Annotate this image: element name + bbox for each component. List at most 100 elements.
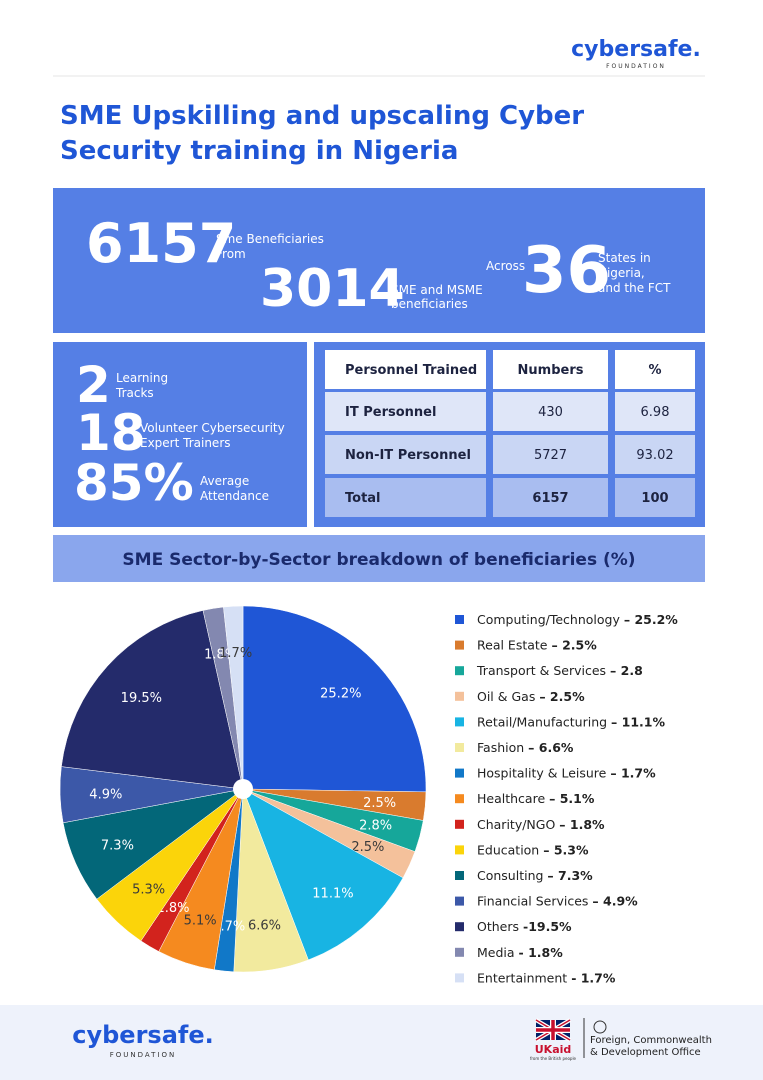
slice-label: 4.9% xyxy=(89,787,122,802)
legend-swatch xyxy=(455,666,464,676)
slice-label: 7.3% xyxy=(101,838,134,853)
legend-entry: Real Estate – 2.5% xyxy=(477,638,597,653)
pie-slice xyxy=(242,605,427,793)
legend-swatch xyxy=(455,871,464,880)
legend-swatch xyxy=(455,947,464,957)
legend-entry: Consulting – 7.3% xyxy=(477,868,593,883)
table-cell-text: 6157 xyxy=(532,491,568,506)
highlight-value: 85% xyxy=(74,454,194,512)
stat-value: 6157 xyxy=(86,212,236,275)
legend-swatch xyxy=(455,691,464,701)
pie-slice xyxy=(61,610,244,790)
legend-swatch xyxy=(455,717,464,727)
table-cell-text: 430 xyxy=(538,405,563,420)
pie-slice xyxy=(223,605,244,790)
fcdo: Foreign, Commonwealth xyxy=(590,1035,712,1046)
legend-entry: Fashion – 6.6% xyxy=(477,740,574,755)
title: SME Upskilling and upscaling Cyber xyxy=(60,101,584,131)
legend-name: Healthcare xyxy=(477,791,545,806)
legend-swatch xyxy=(455,896,464,906)
highlight-value: 18 xyxy=(76,404,146,462)
table-cell xyxy=(325,478,486,517)
highlight-value: 2 xyxy=(76,356,111,414)
highlight-label: Learning xyxy=(116,371,168,385)
legend-value: – 2.5% xyxy=(539,689,585,704)
table-cell xyxy=(493,478,608,517)
legend-value: - 1.8% xyxy=(519,945,564,960)
pie-slice xyxy=(242,788,404,961)
footer-logo-sub: FOUNDATION xyxy=(110,1051,177,1059)
table-cell xyxy=(615,392,695,431)
slice-label: 25.2% xyxy=(320,687,361,702)
table-cell xyxy=(615,350,695,389)
table-header: Numbers xyxy=(518,363,584,378)
highlight-label: Expert Trainers xyxy=(140,436,231,450)
legend-value: - 1.7% xyxy=(571,970,616,985)
logo-sub: FOUNDATION xyxy=(606,63,666,70)
legend-value: – 11.1% xyxy=(611,714,665,729)
stat-value: 3014 xyxy=(260,259,405,319)
table-cell xyxy=(493,435,608,474)
legend-value: – 2.8 xyxy=(610,663,643,678)
legend-value: – 5.1% xyxy=(549,791,595,806)
logo: cybersafe. xyxy=(571,37,701,62)
legend-name: Media xyxy=(477,945,515,960)
table-cell-text: Non-IT Personnel xyxy=(345,448,471,463)
legend-entry: Computing/Technology – 25.2% xyxy=(477,612,678,627)
table-cell-text: 100 xyxy=(641,491,668,506)
legend-value: – 1.8% xyxy=(559,817,605,832)
slice-label: 1.7% xyxy=(219,646,252,661)
legend-value: – 4.9% xyxy=(592,894,638,909)
legend-value: -19.5% xyxy=(523,919,572,934)
highlight-label: Volunteer Cybersecurity xyxy=(140,421,285,435)
stat-label: Sme Beneficiaries xyxy=(216,232,324,246)
legend-entry: Healthcare – 5.1% xyxy=(477,791,595,806)
legend-swatch xyxy=(455,973,464,983)
legend-entry: Media - 1.8% xyxy=(477,945,563,960)
slice-label: 6.6% xyxy=(248,919,281,934)
slice-label: 2.5% xyxy=(351,840,384,855)
legend-name: Education xyxy=(477,842,539,857)
legend-name: Oil & Gas xyxy=(477,689,535,704)
legend-swatch xyxy=(455,640,464,650)
highlight-label: Attendance xyxy=(200,489,269,503)
legend-swatch xyxy=(455,922,464,932)
legend-entry: Oil & Gas – 2.5% xyxy=(477,689,585,704)
legend-name: Real Estate xyxy=(477,638,548,653)
slice-label: 11.1% xyxy=(312,887,353,902)
table-cell xyxy=(615,435,695,474)
table-cell-text: 5727 xyxy=(534,448,567,463)
legend-name: Computing/Technology xyxy=(477,612,620,627)
uk-aid: UKaid xyxy=(535,1043,572,1056)
stat-label: States in xyxy=(598,251,651,265)
legend-entry: Entertainment - 1.7% xyxy=(477,970,616,985)
stat-label: SME and MSME xyxy=(391,283,483,297)
legend-entry: Others -19.5% xyxy=(477,919,572,934)
table-header: % xyxy=(648,363,661,378)
legend-swatch xyxy=(455,743,464,752)
table-cell-text: IT Personnel xyxy=(345,405,436,420)
table: Personnel Trained Numbers % IT Personnel 430… xyxy=(325,350,695,517)
legend-value: – 1.7% xyxy=(610,766,656,781)
stat-value: 36 xyxy=(522,234,611,308)
stat-label: Nigeria, xyxy=(598,266,645,280)
legend-name: Fashion xyxy=(477,740,524,755)
legend-name: Consulting xyxy=(477,868,543,883)
legend-name: Hospitality & Leisure xyxy=(477,766,607,781)
legend-swatch xyxy=(455,794,464,804)
section-band xyxy=(53,535,705,582)
title: Security training in Nigeria xyxy=(60,136,458,166)
pie-hole xyxy=(233,779,253,799)
slice-label: 2.5% xyxy=(363,796,396,811)
legend-entry: Retail/Manufacturing – 11.1% xyxy=(477,714,665,729)
legend-swatch xyxy=(455,615,464,624)
legend-entry: Hospitality & Leisure – 1.7% xyxy=(477,766,656,781)
stat-label: From xyxy=(216,247,246,261)
legend-entry: Financial Services – 4.9% xyxy=(477,894,638,909)
legend-name: Others xyxy=(477,919,519,934)
slice-label: 5.3% xyxy=(132,883,165,898)
legend-entry: Transport & Services – 2.8 xyxy=(476,663,643,678)
stats-panel xyxy=(53,188,705,333)
table-cell-text: 93.02 xyxy=(636,448,673,463)
